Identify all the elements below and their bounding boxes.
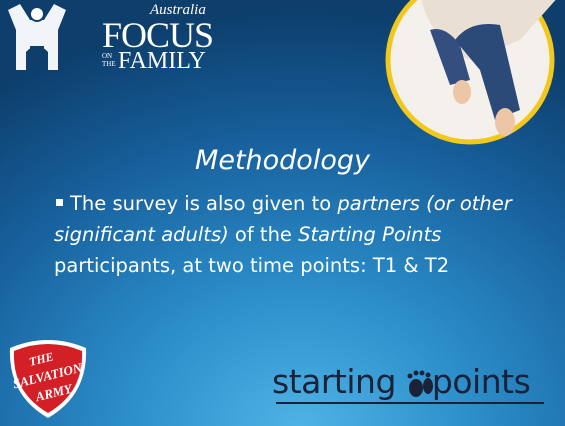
logo-icon xyxy=(8,4,66,70)
text-run: Starting Points xyxy=(298,223,441,246)
sp-word: starting xyxy=(272,362,396,401)
slide: THE SALVATION ARMY Australia FOCUS ON TH… xyxy=(0,0,565,426)
bullet: The survey is also given to partners (or… xyxy=(54,188,534,281)
bullet-marker xyxy=(56,199,63,206)
logo-small: ON THE xyxy=(102,52,116,68)
text-run: The survey is also given to xyxy=(70,192,337,215)
text-run: participants, at two time points: T1 & T… xyxy=(54,254,449,277)
slide-title: Methodology xyxy=(0,145,565,176)
text-run: of the xyxy=(229,223,298,246)
sp-underline xyxy=(276,402,544,404)
starting-points-logo: starting points xyxy=(272,362,530,401)
photo xyxy=(388,0,560,142)
salvation-army-logo: THE SALVATION ARMY xyxy=(7,340,88,418)
logo-small-line: THE xyxy=(102,60,116,68)
sp-word: points xyxy=(432,362,530,401)
logo-name: FAMILY xyxy=(118,48,206,75)
logo-small-line: ON xyxy=(102,52,116,60)
